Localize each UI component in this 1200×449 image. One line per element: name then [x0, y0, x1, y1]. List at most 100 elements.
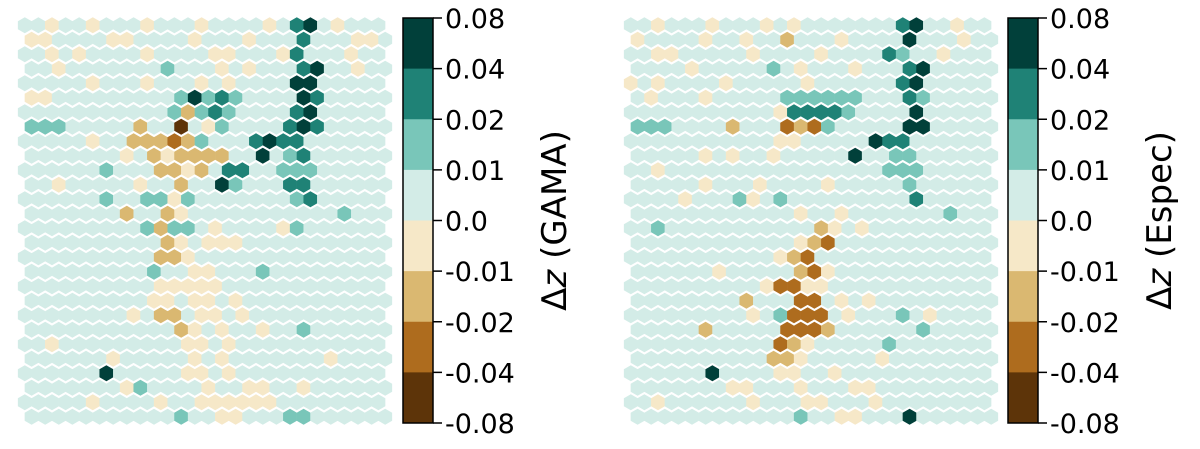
hexbin-cell [45, 162, 59, 179]
hexbin-cell [45, 104, 59, 121]
hexbin-cell [24, 205, 39, 222]
hexbin-cell [882, 249, 897, 266]
hexbin-cell [262, 133, 277, 150]
hexbin-cell [215, 31, 229, 48]
hexbin-cell [160, 292, 175, 309]
hexbin-cell [882, 104, 897, 121]
hexbin-cell [651, 104, 665, 121]
hexbin-cell [106, 60, 121, 77]
hexbin-cell [283, 408, 297, 425]
hexbin-cell [201, 263, 216, 280]
colorbar-tick-label: -0.08 [445, 409, 515, 440]
hexbin-cell [807, 321, 822, 338]
hexbin-cell [235, 17, 250, 34]
hexbin-cell [106, 205, 121, 222]
hexbin-cell [848, 60, 863, 77]
hexbin-cell [92, 350, 107, 367]
hexbin-cell [814, 394, 829, 411]
hexbin-cell [45, 46, 59, 63]
hexbin-cell [929, 408, 944, 425]
hexbin-cell [855, 46, 869, 63]
hexbin-cell [678, 336, 693, 353]
hexbin-cell [902, 292, 917, 309]
hexbin-cell [827, 365, 842, 382]
hexbin-cell [732, 75, 747, 92]
hexbin-cell [262, 46, 277, 63]
hexbin-cell [923, 133, 937, 150]
hexbin-cell [72, 133, 87, 150]
hexbin-cell [651, 365, 665, 382]
hexbin-cell [963, 249, 978, 266]
hexbin-cell [800, 307, 815, 324]
hexbin-cell [780, 350, 795, 367]
hexbin-cell [678, 220, 693, 237]
hexbin-cell [85, 278, 100, 295]
hexbin-cell [929, 292, 944, 309]
hexbin-cell [153, 162, 168, 179]
colorbar-tick-label: 0.01 [1050, 156, 1110, 187]
hexbin-cell [902, 350, 917, 367]
hexbin-cell [24, 234, 39, 251]
hexbin-cell [242, 408, 257, 425]
hexbin-cell [58, 307, 73, 324]
hexbin-cell [119, 263, 134, 280]
hexbin-cell [753, 176, 767, 193]
hexbin-cell [712, 408, 727, 425]
hexbin-cell [194, 220, 209, 237]
hexbin-cell [201, 89, 216, 106]
hexbin-cell [957, 321, 971, 338]
hexbin-cell [99, 249, 114, 266]
hexbin-cell [793, 292, 808, 309]
hexbin-cell [753, 147, 767, 164]
hexbin-cell [106, 147, 121, 164]
hexbin-cell [630, 89, 645, 106]
hexbin-cell [51, 60, 66, 77]
hexbin-cell [827, 75, 842, 92]
hexbin-cell [221, 278, 236, 295]
hexbin-cell [957, 408, 971, 425]
hexbin-cell [807, 89, 822, 106]
hexbin-cell [215, 205, 229, 222]
hexbin-cell [133, 292, 148, 309]
hexbin-cell [160, 205, 175, 222]
hexbin-cell [868, 162, 883, 179]
hexbin-cell [685, 31, 699, 48]
hexbin-cell [167, 336, 182, 353]
hexbin-cell [221, 249, 236, 266]
hexbin-cell [807, 263, 822, 280]
hexbin-cell [317, 104, 331, 121]
hexbin-cell [923, 336, 937, 353]
hexbin-cell [882, 365, 897, 382]
hexbin-cell [719, 220, 733, 237]
hexbin-cell [623, 249, 638, 266]
hexbin-cell [371, 336, 386, 353]
hexbin-cell [38, 408, 53, 425]
hexbin-cell [317, 133, 331, 150]
colorbar-tick-label: 0.02 [1050, 105, 1110, 136]
hexbin-cell [113, 17, 127, 34]
hexbin-cell [657, 292, 672, 309]
hexbin-cell [739, 60, 754, 77]
hexbin-cell [725, 408, 740, 425]
hexbin-cell [664, 336, 679, 353]
hexbin-cell [814, 278, 829, 295]
hexbin-cell [671, 176, 686, 193]
hexbin-cell [807, 31, 822, 48]
hexbin-cell [289, 46, 304, 63]
hexbin-cell [133, 31, 148, 48]
hexbin-cell [337, 147, 352, 164]
hexbin-cell [698, 234, 713, 251]
hexbin-cell [187, 31, 202, 48]
hexbin-cell [773, 75, 788, 92]
hexbin-cell [269, 118, 284, 135]
hexbin-cell [889, 263, 903, 280]
hexbin-cell [153, 394, 168, 411]
hexbin-cell [167, 46, 182, 63]
hexbin-cell [977, 75, 992, 92]
hexbin-cell [651, 17, 665, 34]
hexbin-cell [310, 147, 325, 164]
hexbin-cell [153, 133, 168, 150]
hexbin-cell [323, 350, 338, 367]
hexbin-cell [31, 191, 46, 208]
hexbin-cell [651, 307, 665, 324]
